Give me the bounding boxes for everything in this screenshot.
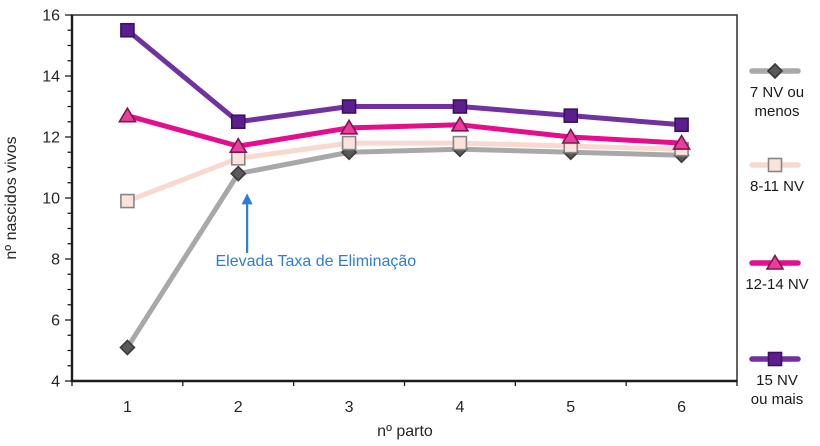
marker-diamond bbox=[766, 62, 784, 80]
marker-triangle bbox=[765, 253, 785, 270]
legend-item-12-14nv: 12-14 NV bbox=[736, 252, 818, 294]
legend-label: 7 NV ou menos bbox=[749, 84, 805, 120]
y-tick-label: 14 bbox=[42, 69, 60, 86]
series-line bbox=[124, 140, 685, 204]
legend-label: 15 NV ou mais bbox=[750, 372, 804, 408]
series-line bbox=[124, 146, 685, 350]
y-tick-label: 6 bbox=[51, 313, 60, 330]
x-tick-label: 4 bbox=[455, 399, 464, 416]
x-tick-label: 1 bbox=[123, 399, 132, 416]
y-tick-label: 4 bbox=[51, 374, 60, 391]
y-tick-label: 12 bbox=[42, 130, 60, 147]
y-axis-title: nº nascidos vivos bbox=[3, 136, 20, 260]
legend-sample-12-14nv bbox=[749, 253, 801, 270]
marker-square bbox=[120, 22, 135, 38]
marker-square bbox=[120, 193, 135, 209]
x-tick-label: 6 bbox=[677, 399, 686, 416]
x-tick-label: 2 bbox=[234, 399, 243, 416]
y-tick-label: 8 bbox=[51, 252, 60, 269]
marker-diamond bbox=[230, 165, 247, 182]
legend-label: 12-14 NV bbox=[745, 276, 809, 293]
marker-triangle bbox=[228, 137, 248, 153]
legend-sample-15nv bbox=[749, 351, 801, 367]
marker-square bbox=[230, 151, 246, 166]
marker-triangle bbox=[118, 106, 137, 123]
legend-sample-7nv bbox=[749, 62, 801, 80]
marker-square bbox=[230, 114, 246, 130]
marker-square bbox=[563, 108, 579, 123]
legend-item-15nv-ou-mais: 15 NV ou mais bbox=[736, 348, 818, 409]
x-tick-label: 5 bbox=[566, 399, 575, 416]
legend: 7 NV ou menos 8-11 NV 12-14 NV 15 NV ou … bbox=[736, 0, 818, 446]
marker-square bbox=[341, 135, 357, 151]
marker-square bbox=[452, 135, 468, 151]
marker-square bbox=[341, 99, 357, 114]
x-axis-title: nº parto bbox=[377, 423, 433, 440]
marker-triangle bbox=[339, 118, 359, 135]
series-line bbox=[124, 27, 685, 128]
legend-sample-8-11nv bbox=[749, 157, 801, 173]
marker-triangle bbox=[450, 115, 470, 132]
annotation-arrow-head bbox=[241, 193, 253, 205]
marker-diamond bbox=[119, 339, 136, 356]
marker-triangle bbox=[672, 134, 691, 150]
annotation-text: Elevada Taxa de Eliminação bbox=[215, 252, 417, 270]
y-tick-label: 16 bbox=[42, 8, 60, 25]
y-tick-label: 10 bbox=[42, 191, 60, 208]
series-line bbox=[124, 113, 685, 149]
marker-triangle bbox=[561, 127, 581, 144]
marker-square bbox=[767, 351, 783, 367]
legend-label: 8-11 NV bbox=[750, 178, 804, 195]
marker-square bbox=[767, 157, 783, 173]
x-tick-label: 3 bbox=[345, 399, 354, 416]
marker-square bbox=[452, 99, 468, 114]
legend-item-8-11nv: 8-11 NV bbox=[736, 154, 818, 196]
marker-square bbox=[674, 117, 689, 133]
legend-item-7nv-ou-menos: 7 NV ou menos bbox=[736, 60, 818, 121]
